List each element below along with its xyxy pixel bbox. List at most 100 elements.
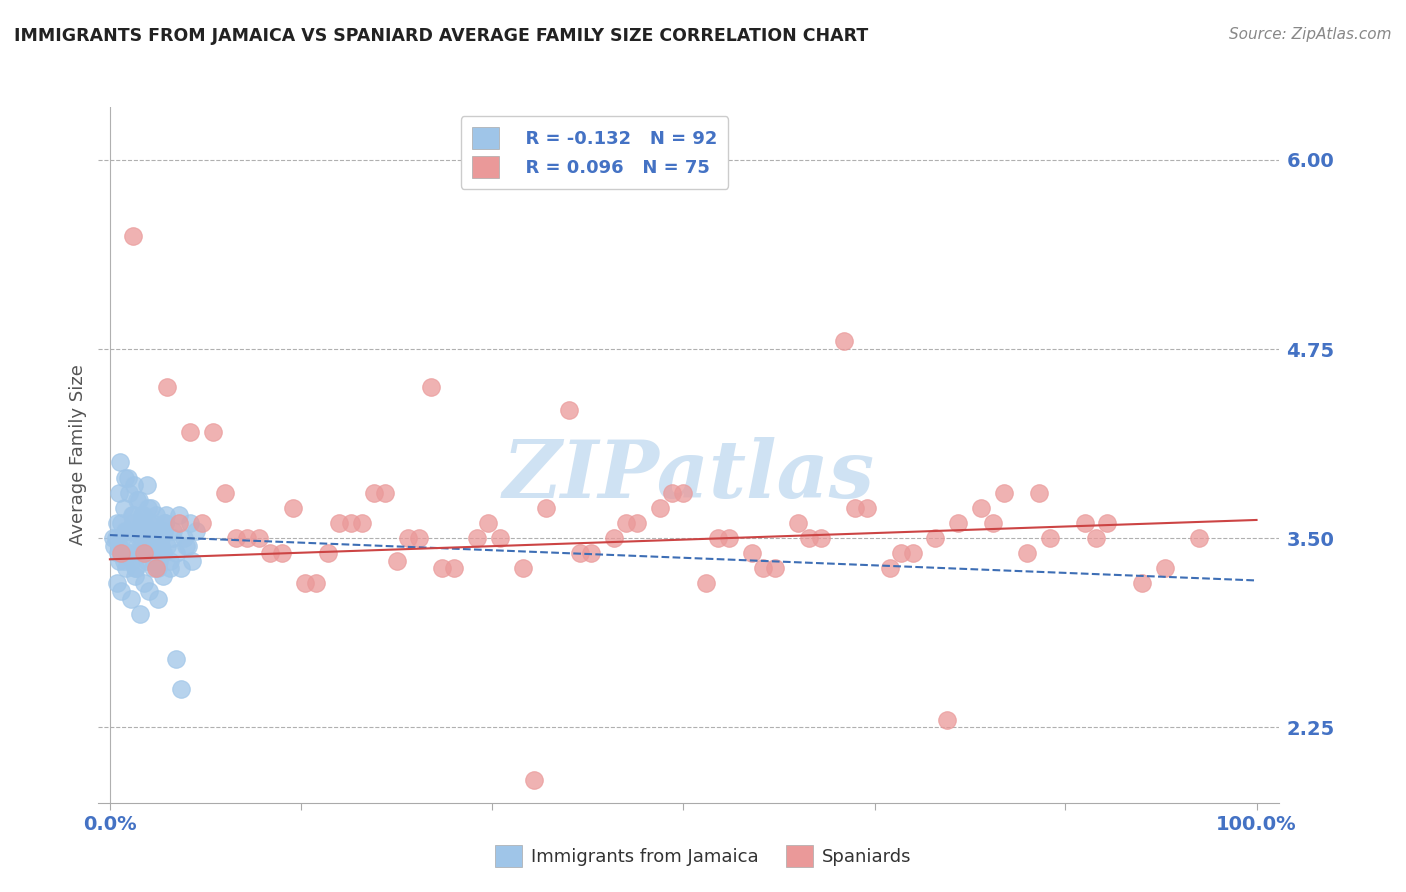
Point	[396, 531, 419, 545]
Point	[1028, 485, 1050, 500]
Point	[179, 425, 201, 440]
Point	[832, 334, 855, 349]
Point	[181, 554, 204, 568]
Point	[512, 561, 534, 575]
Point	[190, 516, 212, 530]
Point	[131, 508, 153, 523]
Point	[142, 554, 165, 568]
Point	[146, 561, 169, 575]
Point	[1188, 531, 1211, 545]
Point	[124, 561, 146, 575]
Point	[488, 531, 510, 545]
Text: Source: ZipAtlas.com: Source: ZipAtlas.com	[1229, 27, 1392, 42]
Point	[1085, 531, 1108, 545]
Point	[855, 500, 877, 515]
Point	[432, 561, 454, 575]
Point	[149, 539, 172, 553]
Point	[121, 508, 143, 523]
Point	[752, 561, 775, 575]
Point	[127, 493, 149, 508]
Point	[557, 402, 579, 417]
Point	[108, 539, 131, 553]
Point	[948, 516, 970, 530]
Point	[259, 546, 281, 560]
Point	[152, 546, 174, 560]
Point	[153, 516, 176, 530]
Point	[283, 500, 305, 515]
Point	[139, 524, 162, 538]
Point	[146, 524, 169, 538]
Point	[135, 554, 157, 568]
Point	[136, 500, 159, 515]
Point	[799, 531, 821, 545]
Point	[165, 652, 187, 666]
Point	[981, 516, 1004, 530]
Legend:   R = -0.132   N = 92,   R = 0.096   N = 75: R = -0.132 N = 92, R = 0.096 N = 75	[461, 116, 728, 189]
Point	[111, 531, 134, 545]
Point	[1017, 546, 1039, 560]
Point	[465, 531, 488, 545]
Point	[569, 546, 592, 560]
Point	[523, 773, 546, 788]
Point	[970, 500, 993, 515]
Point	[305, 576, 328, 591]
Point	[924, 531, 946, 545]
Y-axis label: Average Family Size: Average Family Size	[69, 365, 87, 545]
Point	[108, 455, 131, 469]
Point	[443, 561, 465, 575]
Point	[741, 546, 763, 560]
Point	[695, 576, 717, 591]
Point	[270, 546, 292, 560]
Point	[120, 591, 142, 606]
Point	[103, 539, 125, 553]
Point	[603, 531, 626, 545]
Point	[159, 554, 181, 568]
Point	[294, 576, 316, 591]
Point	[247, 531, 270, 545]
Point	[129, 516, 152, 530]
Point	[148, 554, 170, 568]
Point	[879, 561, 901, 575]
Point	[108, 554, 131, 568]
Point	[145, 508, 167, 523]
Point	[162, 531, 184, 545]
Point	[118, 485, 141, 500]
Point	[142, 561, 165, 575]
Point	[107, 546, 129, 560]
Point	[1039, 531, 1062, 545]
Point	[672, 485, 695, 500]
Point	[135, 478, 157, 492]
Point	[143, 539, 166, 553]
Point	[159, 561, 181, 575]
Point	[128, 493, 150, 508]
Point	[214, 485, 236, 500]
Point	[626, 516, 648, 530]
Point	[103, 531, 125, 545]
Point	[810, 531, 832, 545]
Point	[153, 516, 176, 530]
Legend: Immigrants from Jamaica, Spaniards: Immigrants from Jamaica, Spaniards	[488, 838, 918, 874]
Point	[121, 228, 143, 243]
Point	[139, 531, 162, 545]
Point	[650, 500, 672, 515]
Point	[150, 539, 173, 553]
Point	[935, 713, 957, 727]
Point	[661, 485, 683, 500]
Point	[122, 478, 145, 492]
Point	[134, 576, 156, 591]
Point	[179, 516, 201, 530]
Point	[167, 508, 190, 523]
Point	[115, 524, 138, 538]
Point	[115, 561, 138, 575]
Point	[581, 546, 603, 560]
Point	[890, 546, 912, 560]
Point	[706, 531, 728, 545]
Point	[152, 569, 174, 583]
Point	[352, 516, 374, 530]
Point	[121, 508, 143, 523]
Point	[614, 516, 637, 530]
Point	[167, 516, 190, 530]
Point	[363, 485, 385, 500]
Point	[131, 539, 153, 553]
Point	[104, 531, 127, 545]
